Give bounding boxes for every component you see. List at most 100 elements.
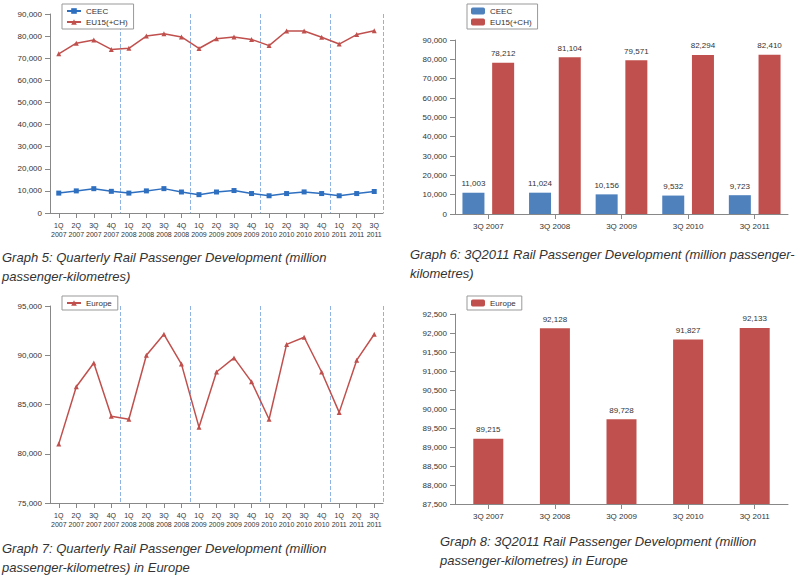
svg-text:85,000: 85,000 — [18, 400, 43, 409]
svg-text:3Q: 3Q — [229, 222, 239, 230]
svg-text:1Q: 1Q — [54, 512, 64, 520]
svg-text:3Q: 3Q — [89, 222, 99, 230]
svg-text:3Q: 3Q — [159, 222, 169, 230]
svg-text:3Q 2011: 3Q 2011 — [740, 222, 771, 231]
svg-text:82,410: 82,410 — [757, 41, 782, 50]
svg-text:2008: 2008 — [156, 231, 172, 238]
svg-text:30,000: 30,000 — [18, 142, 43, 151]
svg-text:3Q: 3Q — [299, 512, 309, 520]
svg-text:2Q: 2Q — [72, 222, 82, 230]
svg-text:4Q: 4Q — [317, 222, 327, 230]
svg-text:75,000: 75,000 — [18, 499, 43, 508]
svg-text:2009: 2009 — [226, 231, 242, 238]
svg-text:89,500: 89,500 — [423, 424, 448, 433]
svg-text:92,500: 92,500 — [423, 310, 448, 319]
svg-text:90,500: 90,500 — [423, 386, 448, 395]
svg-text:EU15(+CH): EU15(+CH) — [490, 18, 532, 27]
svg-text:2011: 2011 — [367, 521, 382, 528]
svg-text:91,500: 91,500 — [423, 348, 448, 357]
svg-text:2008: 2008 — [121, 231, 137, 238]
svg-text:3Q: 3Q — [370, 222, 380, 230]
svg-text:10,000: 10,000 — [423, 190, 448, 199]
svg-text:95,000: 95,000 — [18, 302, 43, 311]
svg-text:88,000: 88,000 — [423, 481, 448, 490]
svg-text:2008: 2008 — [156, 521, 172, 528]
svg-text:2009: 2009 — [209, 231, 225, 238]
svg-text:40,000: 40,000 — [423, 132, 448, 141]
svg-text:81,104: 81,104 — [558, 44, 583, 53]
svg-text:2010: 2010 — [279, 521, 295, 528]
svg-text:10,156: 10,156 — [594, 181, 619, 190]
svg-text:2007: 2007 — [51, 521, 67, 528]
svg-text:92,128: 92,128 — [543, 315, 568, 324]
svg-text:90,000: 90,000 — [423, 36, 448, 45]
svg-text:4Q: 4Q — [177, 222, 187, 230]
svg-text:1Q: 1Q — [335, 222, 345, 230]
svg-text:2Q: 2Q — [72, 512, 82, 520]
svg-text:60,000: 60,000 — [18, 76, 43, 85]
svg-text:20,000: 20,000 — [423, 171, 448, 180]
svg-text:9,723: 9,723 — [730, 182, 751, 191]
svg-text:92,133: 92,133 — [742, 314, 767, 323]
svg-text:2007: 2007 — [69, 521, 85, 528]
svg-text:78,212: 78,212 — [491, 49, 516, 58]
svg-text:1Q: 1Q — [264, 512, 274, 520]
svg-text:4Q: 4Q — [107, 222, 117, 230]
svg-text:2Q: 2Q — [282, 222, 292, 230]
svg-text:89,728: 89,728 — [609, 406, 634, 415]
svg-text:1Q: 1Q — [124, 222, 134, 230]
svg-text:3Q 2008: 3Q 2008 — [540, 512, 571, 521]
svg-text:11,024: 11,024 — [528, 179, 552, 188]
svg-text:92,000: 92,000 — [423, 329, 448, 338]
svg-text:3Q 2010: 3Q 2010 — [673, 222, 704, 231]
svg-text:2008: 2008 — [174, 521, 190, 528]
svg-text:3Q 2009: 3Q 2009 — [606, 222, 637, 231]
svg-text:2008: 2008 — [121, 521, 137, 528]
svg-text:3Q 2007: 3Q 2007 — [473, 222, 504, 231]
svg-text:2011: 2011 — [332, 521, 347, 528]
svg-text:79,571: 79,571 — [624, 47, 649, 56]
svg-text:2007: 2007 — [69, 231, 85, 238]
svg-text:3Q 2008: 3Q 2008 — [540, 222, 571, 231]
svg-text:4Q: 4Q — [107, 512, 117, 520]
svg-text:20,000: 20,000 — [18, 164, 43, 173]
svg-text:Europe: Europe — [86, 299, 112, 308]
svg-text:2009: 2009 — [191, 231, 207, 238]
svg-text:2Q: 2Q — [212, 222, 222, 230]
svg-text:50,000: 50,000 — [423, 113, 448, 122]
svg-text:2Q: 2Q — [142, 222, 152, 230]
svg-text:88,500: 88,500 — [423, 462, 448, 471]
svg-text:90,000: 90,000 — [18, 351, 43, 360]
svg-text:91,827: 91,827 — [676, 326, 701, 335]
svg-text:2010: 2010 — [296, 231, 312, 238]
svg-text:1Q: 1Q — [54, 222, 64, 230]
svg-text:3Q 2009: 3Q 2009 — [606, 512, 637, 521]
svg-text:80,000: 80,000 — [423, 55, 448, 64]
svg-text:87,500: 87,500 — [423, 500, 448, 509]
svg-text:40,000: 40,000 — [18, 120, 43, 129]
svg-text:2010: 2010 — [314, 521, 330, 528]
svg-text:2011: 2011 — [349, 521, 364, 528]
svg-text:3Q: 3Q — [299, 222, 309, 230]
svg-text:2010: 2010 — [279, 231, 295, 238]
svg-text:9,532: 9,532 — [663, 182, 684, 191]
svg-text:50,000: 50,000 — [18, 98, 43, 107]
svg-text:1Q: 1Q — [194, 222, 204, 230]
svg-text:2011: 2011 — [349, 231, 364, 238]
svg-text:0: 0 — [443, 210, 448, 219]
svg-text:11,003: 11,003 — [462, 179, 486, 188]
svg-text:2008: 2008 — [174, 231, 190, 238]
svg-text:91,000: 91,000 — [423, 367, 448, 376]
svg-text:1Q: 1Q — [335, 512, 345, 520]
svg-text:2Q: 2Q — [282, 512, 292, 520]
svg-text:10,000: 10,000 — [18, 186, 43, 195]
svg-text:90,000: 90,000 — [18, 10, 43, 19]
svg-text:1Q: 1Q — [124, 512, 134, 520]
svg-text:2010: 2010 — [296, 521, 312, 528]
svg-text:3Q: 3Q — [370, 512, 380, 520]
svg-text:70,000: 70,000 — [18, 54, 43, 63]
svg-text:4Q: 4Q — [247, 222, 257, 230]
svg-text:2009: 2009 — [209, 521, 225, 528]
svg-text:2007: 2007 — [51, 231, 67, 238]
svg-text:2010: 2010 — [314, 231, 330, 238]
